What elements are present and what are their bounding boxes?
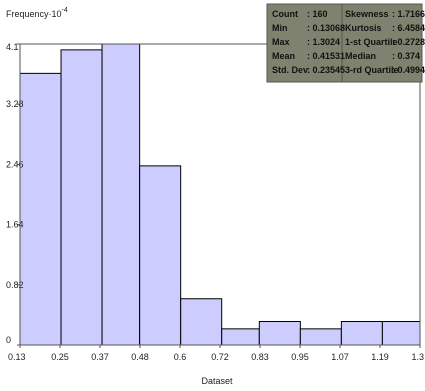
- x-tick-label: 0.25: [51, 352, 69, 362]
- statistic-label: 3-rd Quartile: [345, 65, 399, 75]
- y-tick-label: 2.46: [6, 159, 24, 169]
- y-axis-label-exponent: -4: [62, 7, 68, 14]
- histogram-bar: [180, 298, 223, 346]
- statistic-value: : 6.4584: [392, 23, 425, 33]
- x-tick-label: 0.83: [251, 352, 269, 362]
- x-axis-label: Dataset: [201, 376, 233, 386]
- histogram-bar: [139, 165, 182, 346]
- y-tick-label: 3.28: [6, 99, 24, 109]
- y-tick-label: 0.82: [6, 280, 24, 290]
- histogram-bar: [258, 321, 301, 346]
- x-tick-label: 0.6: [174, 352, 187, 362]
- y-axis-label: Frequency·10-4: [6, 7, 68, 19]
- statistic-value: : 1.7166: [392, 9, 425, 19]
- statistic-value: : 0.374: [392, 51, 420, 61]
- x-tick-label: 0.72: [211, 352, 229, 362]
- statistic-value: : 0.13068: [307, 23, 345, 33]
- statistic-value: : 0.23545: [307, 65, 345, 75]
- statistic-label: Max: [272, 37, 290, 47]
- x-ticks-group: 0.13 0.25 0.37 0.48 0.6 0.72 0.83 0.95 1.07 1.19 1…: [8, 345, 424, 362]
- x-tick-label: 1.19: [371, 352, 389, 362]
- statistic-label: Kurtosis: [345, 23, 382, 33]
- statistic-label: Median: [345, 51, 376, 61]
- statistic-label: Mean: [272, 51, 295, 61]
- histogram-bar: [19, 72, 62, 346]
- x-tick-label: 0.48: [131, 352, 149, 362]
- x-tick-label: 0.37: [91, 352, 109, 362]
- statistics-box: Count : 160 Min : 0.13068 Max : 1.3024 Mean : 0…: [266, 3, 425, 83]
- x-tick-label: 1.07: [331, 352, 349, 362]
- histogram-bar: [340, 321, 383, 346]
- statistics-rows: Count : 160 Min : 0.13068 Max : 1.3024 Mean : 0…: [272, 9, 425, 75]
- histogram-bar: [101, 43, 141, 346]
- statistic-label: Std. Dev.: [272, 65, 310, 75]
- y-tick-label: 1.64: [6, 220, 24, 230]
- y-tick-label: 4.1: [6, 42, 19, 52]
- statistic-label: Min: [272, 23, 288, 33]
- y-axis-label-text: Frequency: [6, 9, 49, 19]
- statistic-label: 1-st Quartile: [345, 37, 398, 47]
- statistics-box-background: [266, 3, 423, 83]
- x-tick-label: 0.95: [291, 352, 309, 362]
- statistic-value: : 0.41531: [307, 51, 345, 61]
- histogram-bar: [60, 49, 103, 346]
- y-axis-label-base: 10: [52, 9, 62, 19]
- statistic-value: : 0.4994: [392, 65, 425, 75]
- y-tick-label: 0: [6, 335, 11, 345]
- plot-frame: [19, 43, 421, 346]
- x-tick-label: 1.3: [411, 352, 424, 362]
- bars-group: [19, 43, 421, 346]
- statistic-label: Skewness: [345, 9, 389, 19]
- statistic-label: Count: [272, 9, 298, 19]
- x-tick-label: 0.13: [8, 352, 26, 362]
- statistic-value: : 0.2728: [392, 37, 425, 47]
- histogram-bar: [221, 328, 260, 346]
- statistic-value: : 160: [307, 9, 328, 19]
- histogram-bar: [299, 328, 342, 346]
- histogram-bar: [381, 321, 421, 346]
- statistic-value: : 1.3024: [307, 37, 340, 47]
